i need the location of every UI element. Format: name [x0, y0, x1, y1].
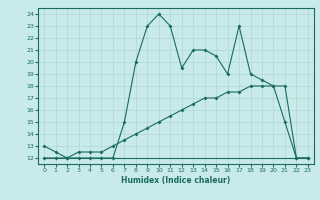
X-axis label: Humidex (Indice chaleur): Humidex (Indice chaleur): [121, 176, 231, 185]
